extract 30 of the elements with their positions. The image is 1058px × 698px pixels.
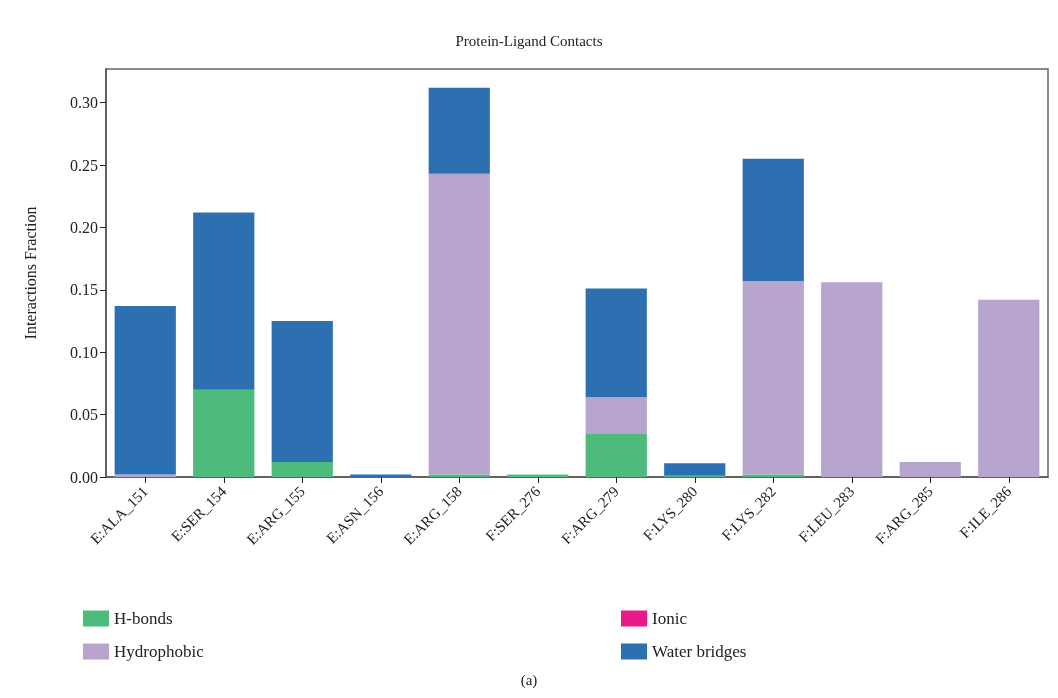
bar [193,212,255,390]
legend-label: Ionic [652,609,688,628]
bar [664,463,726,476]
bar [271,321,333,463]
bar [114,306,176,475]
y-tick-label: 0.15 [70,281,98,299]
text: (a) [520,671,538,689]
bar [978,299,1040,477]
chart-title: Protein-Ligand Contacts [455,32,603,49]
bar [193,389,255,477]
legend-label: H-bonds [114,609,173,628]
y-axis-title: Interactions Fraction [21,206,39,340]
bar [742,281,804,475]
legend-label: Water bridges [652,642,747,661]
bar [585,433,647,477]
bar [585,397,647,434]
bar [271,462,333,477]
bar [742,158,804,282]
legend-label: Hydrophobic [114,642,205,661]
bar [899,462,961,477]
y-tick-label: 0.25 [70,156,98,174]
y-tick-label: 0.05 [70,406,98,424]
bar [428,173,490,475]
bar [428,87,490,174]
y-tick-label: 0.20 [70,218,98,236]
bar [821,282,883,477]
y-tick-label: 0.30 [70,94,98,112]
y-tick-label: 0.10 [70,343,98,361]
y-tick-label: 0.00 [70,468,98,486]
bar [585,288,647,398]
